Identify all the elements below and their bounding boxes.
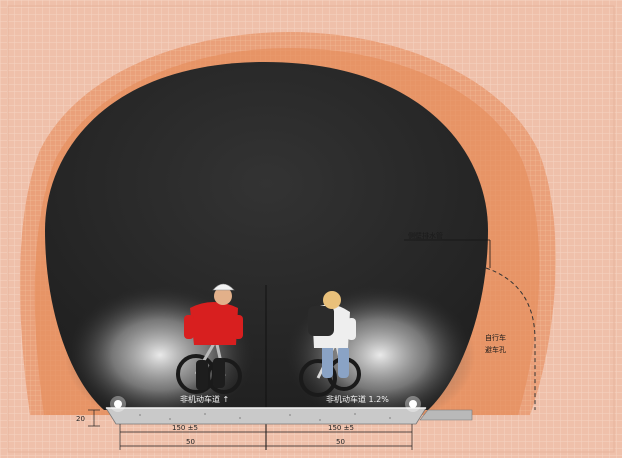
lane-label-left: 非机动车道 ↑: [180, 394, 229, 404]
right-ledge: [419, 409, 473, 421]
shelter-label-line2: 避车孔: [485, 345, 506, 354]
dim-left-bottom: 50: [186, 438, 195, 446]
cyclist-red-shirt-icon: [176, 283, 243, 394]
lamp-icon: [110, 396, 126, 412]
pipe-label: 侧壁排水管: [408, 231, 443, 240]
dimension-lines: [88, 409, 413, 450]
shelter-label-line1: 自行车: [485, 333, 506, 342]
road-slab: [105, 407, 427, 425]
page-border: [7, 5, 615, 453]
dim-right-lane: 150 ±5: [328, 424, 354, 432]
road-texture: [139, 413, 391, 421]
shelter-dashed-outline: [485, 267, 536, 410]
cyclist-white-shirt-icon: [299, 291, 361, 397]
dim-right-bottom: 50: [336, 438, 345, 446]
lamp-icon: [405, 396, 421, 412]
dim-side-height: 20: [76, 415, 85, 423]
lane-label-right: 非机动车道 1.2%: [326, 394, 389, 404]
light-glow-right: [285, 285, 475, 425]
dim-left-lane: 150 ±5: [172, 424, 198, 432]
